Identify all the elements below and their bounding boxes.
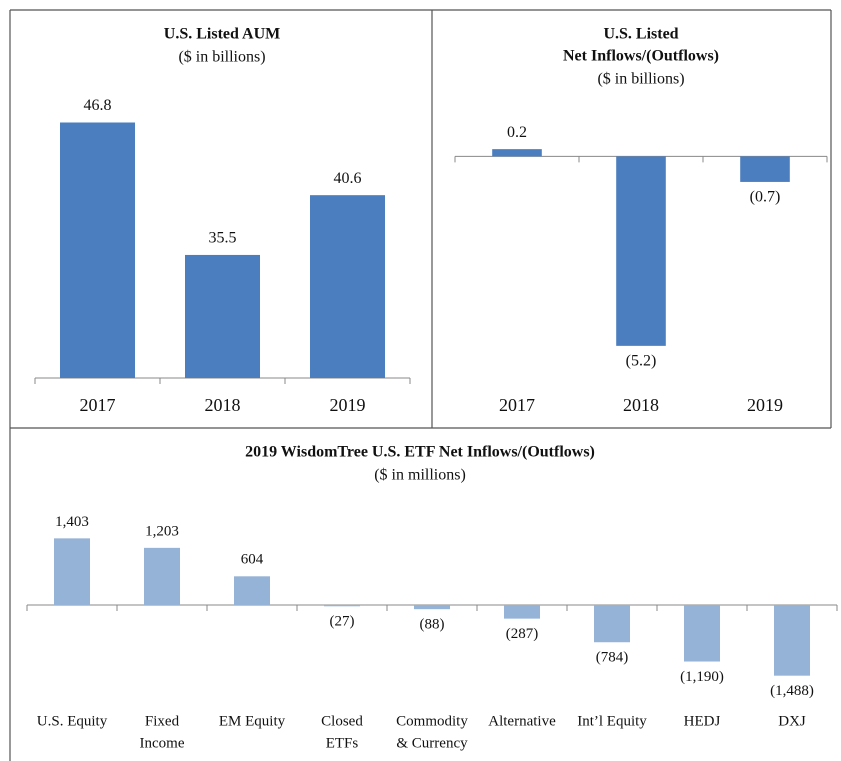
x-tick-label: EM Equity bbox=[219, 713, 286, 729]
chart-subtitle: ($ in millions) bbox=[374, 467, 466, 484]
chart-title: U.S. Listed AUM bbox=[164, 26, 280, 43]
bar bbox=[324, 605, 360, 607]
bar bbox=[234, 576, 270, 605]
bar bbox=[504, 605, 540, 619]
value-label: 0.2 bbox=[507, 124, 527, 141]
x-tick-label: Commodity bbox=[396, 713, 468, 729]
x-tick-label: DXJ bbox=[778, 713, 806, 729]
x-tick-label: 2018 bbox=[205, 395, 241, 415]
chart-title: Net Inflows/(Outflows) bbox=[563, 48, 719, 65]
bar bbox=[616, 156, 666, 346]
chart-subtitle: ($ in billions) bbox=[597, 71, 684, 88]
value-label: (287) bbox=[506, 626, 539, 642]
value-label: (784) bbox=[596, 650, 629, 666]
bar bbox=[740, 156, 790, 182]
value-label: 46.8 bbox=[84, 97, 112, 114]
value-label: (5.2) bbox=[626, 353, 657, 370]
x-tick-label: Int’l Equity bbox=[577, 713, 647, 729]
bar bbox=[684, 605, 720, 662]
x-tick-label: HEDJ bbox=[684, 713, 721, 729]
bar bbox=[144, 547, 180, 605]
value-label: 35.5 bbox=[209, 230, 237, 247]
x-tick-label: 2019 bbox=[330, 395, 366, 415]
x-tick-label: & Currency bbox=[396, 735, 468, 751]
x-tick-label: ETFs bbox=[326, 735, 359, 751]
value-label: (27) bbox=[330, 614, 355, 630]
value-label: (1,488) bbox=[770, 683, 814, 699]
bar bbox=[54, 538, 90, 605]
x-tick-label: 2017 bbox=[80, 395, 116, 415]
chart-title: U.S. Listed bbox=[603, 26, 678, 43]
bar bbox=[492, 149, 542, 157]
x-tick-label: 2018 bbox=[623, 395, 659, 415]
bar bbox=[414, 605, 450, 610]
x-tick-label: Alternative bbox=[488, 713, 556, 729]
bar bbox=[774, 605, 810, 676]
x-tick-label: 2019 bbox=[747, 395, 783, 415]
value-label: 40.6 bbox=[334, 170, 362, 187]
value-label: (1,190) bbox=[680, 669, 724, 685]
value-label: 1,203 bbox=[145, 523, 179, 539]
x-tick-label: 2017 bbox=[499, 395, 535, 415]
chart-title: 2019 WisdomTree U.S. ETF Net Inflows/(Ou… bbox=[245, 444, 595, 461]
value-label: 604 bbox=[241, 552, 264, 568]
x-tick-label: Closed bbox=[321, 713, 363, 729]
x-tick-label: Income bbox=[140, 735, 185, 751]
chart-subtitle: ($ in billions) bbox=[178, 49, 265, 66]
value-label: (88) bbox=[420, 617, 445, 633]
value-label: 1,403 bbox=[55, 514, 89, 530]
bar bbox=[185, 254, 260, 378]
bar bbox=[594, 605, 630, 643]
x-tick-label: Fixed bbox=[145, 713, 180, 729]
bar bbox=[310, 195, 385, 378]
x-tick-label: U.S. Equity bbox=[37, 713, 108, 729]
value-label: (0.7) bbox=[750, 189, 781, 206]
bar bbox=[60, 122, 135, 378]
